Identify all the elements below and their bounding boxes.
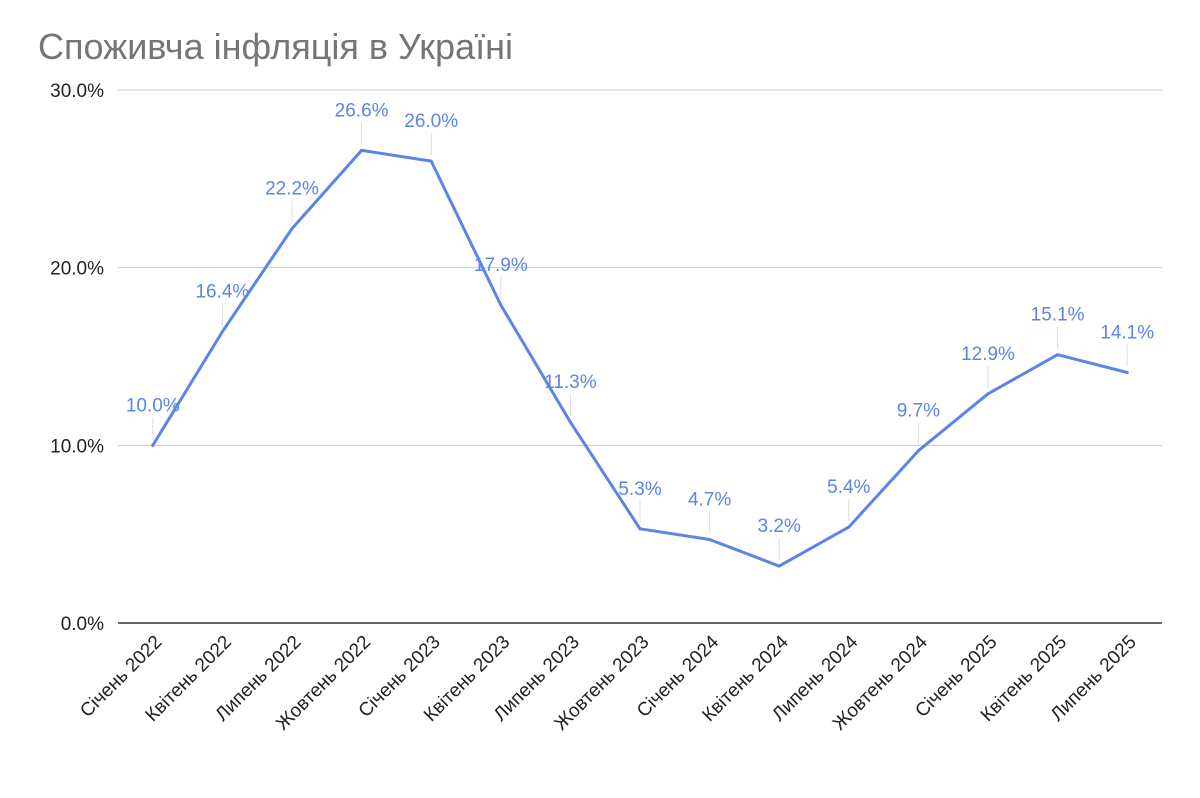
- data-point: [360, 148, 364, 152]
- chart-title: Споживча інфляція в Україні: [38, 26, 513, 67]
- data-point: [847, 525, 851, 529]
- y-tick-label: 0.0%: [61, 614, 104, 635]
- data-label: 17.9%: [474, 255, 528, 276]
- data-point: [220, 330, 224, 334]
- data-label: 26.0%: [404, 111, 458, 132]
- data-point: [429, 159, 433, 163]
- data-label: 22.2%: [265, 179, 319, 200]
- data-point: [499, 303, 503, 307]
- data-label: 4.7%: [688, 489, 731, 510]
- data-label: 5.4%: [827, 477, 870, 498]
- data-point: [568, 420, 572, 424]
- data-label: 12.9%: [961, 344, 1015, 365]
- data-label: 26.6%: [335, 100, 389, 121]
- data-point: [1125, 370, 1129, 374]
- data-point: [708, 537, 712, 541]
- data-point: [290, 227, 294, 231]
- data-point: [1056, 353, 1060, 357]
- y-tick-label: 10.0%: [50, 436, 104, 457]
- y-tick-label: 20.0%: [50, 259, 104, 280]
- data-label: 15.1%: [1031, 305, 1085, 326]
- data-label: 16.4%: [195, 282, 249, 303]
- data-label: 9.7%: [897, 401, 940, 422]
- data-label: 10.0%: [126, 395, 180, 416]
- data-label: 3.2%: [758, 516, 801, 537]
- data-point: [777, 564, 781, 568]
- data-point: [638, 527, 642, 531]
- data-label: 14.1%: [1100, 322, 1154, 343]
- data-label: 11.3%: [544, 372, 597, 393]
- data-point: [151, 443, 155, 447]
- data-point: [916, 449, 920, 453]
- y-tick-label: 30.0%: [50, 81, 104, 102]
- data-point: [986, 392, 990, 396]
- data-label: 5.3%: [618, 479, 661, 500]
